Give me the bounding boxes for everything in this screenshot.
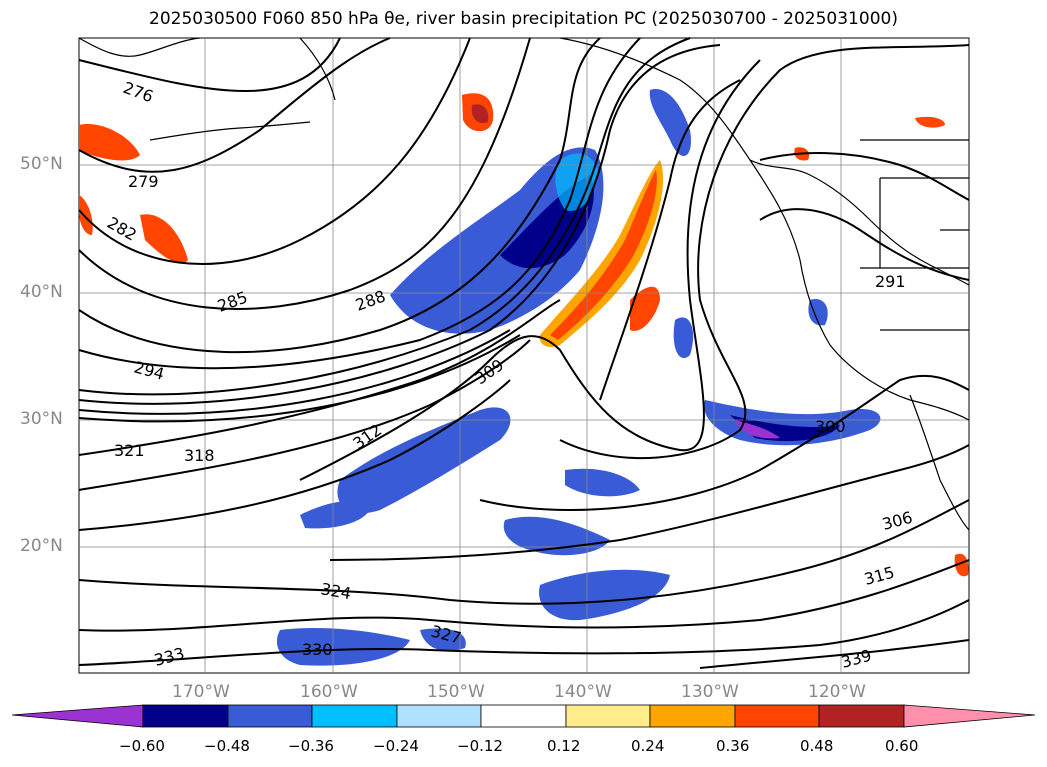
lat-label: 40°N	[20, 282, 63, 302]
colorbar-tick-label: 0.24	[631, 737, 665, 755]
lat-label: 30°N	[20, 409, 63, 429]
colorbar-tick-label: −0.36	[288, 737, 334, 755]
colorbar-segment	[734, 704, 820, 728]
colorbar-tick-label: 0.48	[800, 737, 834, 755]
contour-label: 330	[302, 640, 333, 659]
lon-label: 130°W	[681, 682, 739, 702]
colorbar-tick-label: 0.36	[716, 737, 750, 755]
map-title: 2025030500 F060 850 hPa θe, river basin …	[149, 9, 898, 29]
colorbar-segment	[227, 704, 313, 728]
colorbar-extend-low	[11, 704, 144, 728]
colorbar-segment	[649, 704, 736, 728]
colorbar-tick-label: −0.24	[373, 737, 419, 755]
map-panel: 276 279 282 285 288 291 294 300 306 309 …	[78, 37, 970, 674]
colorbar-segment	[396, 704, 482, 728]
lon-label: 170°W	[172, 682, 230, 702]
contour-label: 300	[815, 417, 846, 436]
colorbar	[11, 704, 1036, 728]
colorbar-tick-label: 0.12	[547, 737, 581, 755]
colorbar-tick-label: 0.60	[885, 737, 919, 755]
colorbar-segment	[311, 704, 398, 728]
lon-label: 150°W	[427, 682, 485, 702]
colorbar-segment	[480, 704, 567, 728]
contour-label: 291	[875, 272, 906, 291]
lat-label: 50°N	[20, 154, 63, 174]
lon-label: 120°W	[808, 682, 866, 702]
lon-label: 160°W	[300, 682, 358, 702]
contour-label: 318	[184, 446, 215, 465]
contour-label: 279	[128, 172, 159, 191]
colorbar-tick-label: −0.60	[119, 737, 165, 755]
colorbar-tick-label: −0.48	[204, 737, 250, 755]
lon-label: 140°W	[554, 682, 612, 702]
theta-e-contours	[78, 37, 970, 669]
lat-label: 20°N	[20, 536, 63, 556]
colorbar-segment	[142, 704, 229, 728]
coastlines	[78, 37, 970, 531]
contour-label: 321	[114, 441, 145, 460]
colorbar-tick-label: −0.12	[457, 737, 503, 755]
colorbar-extend-high	[903, 704, 1036, 728]
colorbar-segment	[818, 704, 905, 728]
colorbar-segment	[565, 704, 651, 728]
